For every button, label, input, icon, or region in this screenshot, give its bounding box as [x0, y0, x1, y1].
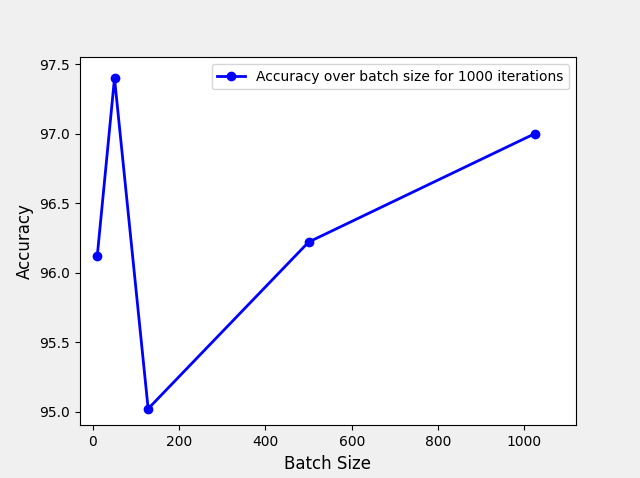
Accuracy over batch size for 1000 iterations [144, 406, 152, 412]
Accuracy over batch size for 1000 iterations [305, 239, 312, 245]
Accuracy over batch size for 1000 iterations [111, 76, 118, 81]
Accuracy over batch size for 1000 iterations [93, 253, 101, 259]
Y-axis label: Accuracy: Accuracy [16, 204, 34, 279]
Accuracy over batch size for 1000 iterations [531, 131, 538, 137]
X-axis label: Batch Size: Batch Size [285, 455, 371, 473]
Line: Accuracy over batch size for 1000 iterations: Accuracy over batch size for 1000 iterat… [93, 74, 539, 413]
Legend: Accuracy over batch size for 1000 iterations: Accuracy over batch size for 1000 iterat… [212, 65, 569, 89]
